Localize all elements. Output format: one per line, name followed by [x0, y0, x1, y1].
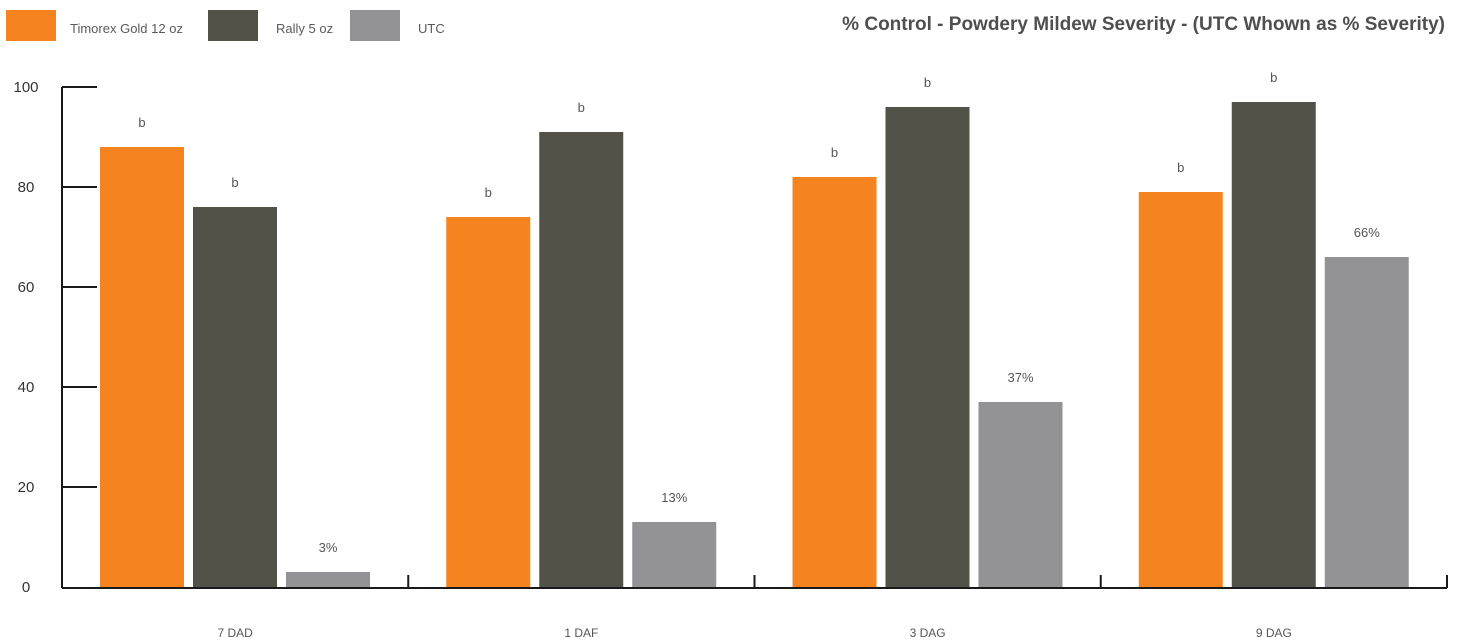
- bar-1-2: [446, 217, 531, 587]
- bar-1-1: [100, 147, 184, 587]
- bar-label-2-1: b: [231, 175, 238, 190]
- legend-label-3: UTC: [418, 21, 445, 36]
- bar-1-4: [1138, 192, 1223, 587]
- bar-2-3: [885, 107, 970, 587]
- bar-label-3-1: 3%: [319, 540, 338, 555]
- y-tick-label-0: 0: [22, 579, 30, 596]
- bar-label-2-4: b: [1270, 70, 1277, 85]
- legend-label-2: Rally 5 oz: [276, 21, 333, 36]
- legend-swatch-3: [350, 10, 400, 41]
- y-tick-label-80: 80: [18, 179, 35, 196]
- bars: [100, 102, 1409, 587]
- bar-label-1-4: b: [1177, 160, 1184, 175]
- bar-label-3-2: 13%: [661, 490, 687, 505]
- bar-3-4: [1324, 257, 1409, 587]
- bar-2-4: [1231, 102, 1316, 587]
- legend-label-1: Timorex Gold 12 oz: [70, 21, 183, 36]
- bar-3-3: [978, 402, 1063, 587]
- legend: Timorex Gold 12 oz Rally 5 oz UTC: [6, 10, 445, 41]
- legend-swatch-2: [208, 10, 258, 41]
- bar-labels: b b 3% b b 13% b b 37% b b 66%: [138, 70, 1380, 555]
- y-tick-label-60: 60: [18, 279, 35, 296]
- bar-label-2-3: b: [924, 75, 931, 90]
- chart-title: % Control - Powdery Mildew Severity - (U…: [842, 14, 1445, 35]
- bar-label-1-2: b: [485, 185, 492, 200]
- bar-3-1: [286, 572, 370, 587]
- bar-label-1-3: b: [831, 145, 838, 160]
- x-tick-label-2: 1 DAF: [564, 626, 598, 640]
- bar-2-2: [539, 132, 624, 587]
- bar-label-3-3: 37%: [1007, 370, 1033, 385]
- bar-label-1-1: b: [138, 115, 145, 130]
- y-tick-label-100: 100: [13, 79, 38, 96]
- legend-swatch-1: [6, 10, 56, 41]
- y-tick-label-40: 40: [18, 379, 35, 396]
- x-tick-label-3: 3 DAG: [910, 626, 946, 640]
- bar-label-3-4: 66%: [1354, 225, 1380, 240]
- y-tick-label-20: 20: [18, 479, 35, 496]
- bar-3-2: [632, 522, 717, 587]
- x-tick-label-1: 7 DAD: [217, 626, 253, 640]
- bar-1-3: [792, 177, 877, 587]
- x-axis: 7 DAD 1 DAF 3 DAG 9 DAG: [62, 575, 1448, 640]
- y-axis: 0 20 40 60 80 100: [13, 79, 97, 596]
- bar-label-2-2: b: [578, 100, 585, 115]
- bar-2-1: [193, 207, 277, 587]
- x-tick-label-4: 9 DAG: [1256, 626, 1292, 640]
